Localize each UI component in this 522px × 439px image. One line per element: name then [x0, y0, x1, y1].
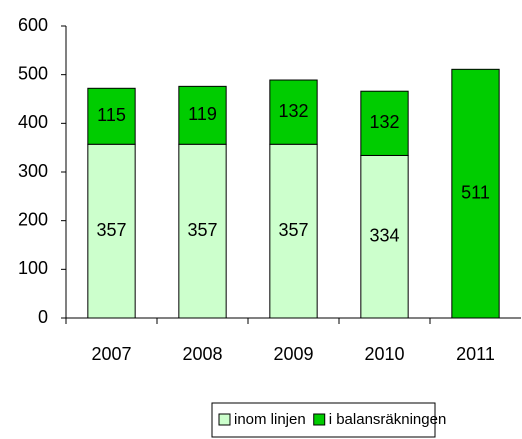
data-label: 511 — [461, 182, 490, 202]
data-label: 357 — [278, 220, 308, 240]
x-tick-label: 2011 — [456, 344, 495, 364]
data-label: 115 — [97, 105, 126, 125]
y-tick-label: 500 — [18, 63, 48, 83]
bar-segment — [87, 143, 136, 319]
x-tick-label: 2009 — [273, 344, 313, 364]
data-label: 357 — [187, 220, 217, 240]
bar-segment — [451, 68, 500, 319]
x-tick-label: 2007 — [91, 344, 131, 364]
data-label: 334 — [369, 225, 399, 245]
data-label: 357 — [96, 220, 126, 240]
y-tick-label: 100 — [18, 258, 48, 278]
bar-segment — [178, 85, 227, 145]
data-label: 132 — [278, 101, 308, 121]
y-tick-label: 200 — [18, 209, 48, 229]
y-tick-label: 300 — [18, 161, 48, 181]
bar-segment — [87, 87, 136, 145]
y-tick-label: 0 — [38, 307, 48, 327]
x-tick-label: 2010 — [364, 344, 404, 364]
y-tick-label: 600 — [18, 15, 48, 35]
x-tick-label: 2008 — [182, 344, 222, 364]
legend-swatch — [218, 413, 231, 426]
bar-segment — [360, 90, 409, 156]
y-tick-label: 400 — [18, 112, 48, 132]
bar-segment — [269, 79, 318, 145]
legend-label: inom linjen — [234, 411, 306, 428]
data-label: 132 — [369, 112, 399, 132]
legend-swatch — [313, 413, 326, 426]
data-label: 119 — [188, 104, 217, 124]
legend-label: i balansräkningen — [329, 411, 447, 428]
